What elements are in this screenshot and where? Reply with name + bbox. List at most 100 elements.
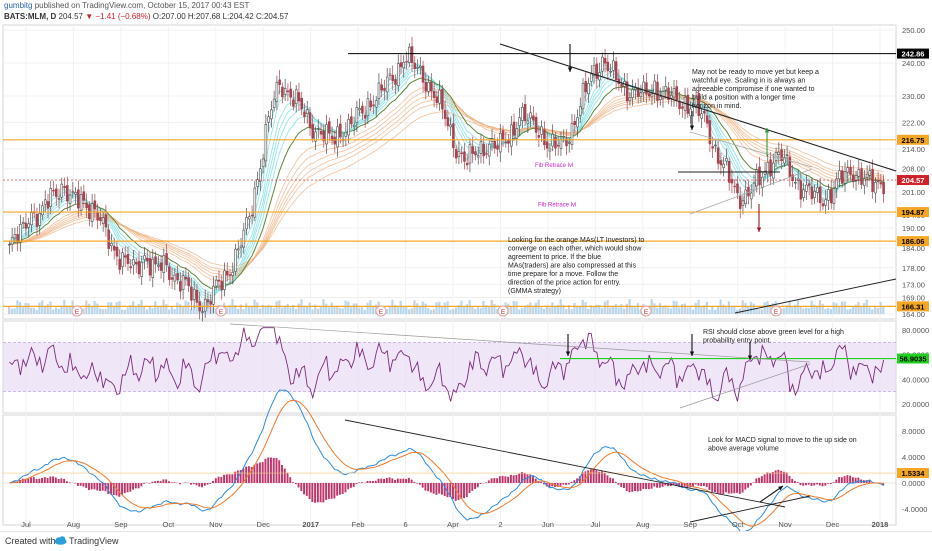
macd-histogram-bar [289,477,291,483]
macd-histogram-bar [642,483,644,489]
macd-histogram-bar [816,483,818,484]
candle-body [259,169,261,182]
candle-body [629,98,631,101]
price-label: 166.31 [902,302,925,311]
macd-histogram-bar [813,483,815,485]
volume-bar [868,307,870,314]
macd-histogram-bar [309,483,311,499]
volume-bar [47,304,49,314]
volume-bar [554,307,556,314]
candle-body [524,104,526,120]
macd-histogram-bar [322,483,324,502]
macd-histogram-bar [438,483,440,493]
candle-body [463,152,465,162]
volume-bar [871,309,873,314]
volume-bar [766,301,768,314]
volume-bar [344,300,346,314]
macd-histogram-bar [245,467,247,483]
volume-bar [606,300,608,314]
macd-histogram-bar [485,482,487,483]
volume-bar [27,303,29,314]
macd-histogram-bar [653,483,655,487]
macd-histogram-bar [405,479,407,483]
candle-body [262,159,264,167]
candle-body [295,90,297,104]
volume-bar [725,306,727,314]
macd-histogram-bar [127,483,129,492]
macd-histogram-bar [637,483,639,491]
candle-body [673,88,675,97]
candle-body [72,192,74,193]
macd-histogram-bar [488,480,490,483]
volume-bar [19,302,21,314]
candle-body [825,200,827,206]
macd-histogram-bar [400,479,402,483]
time-tick-label: 2017 [302,520,319,529]
volume-bar [706,302,708,314]
candle-body [861,169,863,185]
candle-body [494,141,496,148]
volume-bar [424,303,426,314]
macd-histogram-bar [496,478,498,483]
candle-body [375,101,377,108]
macd-histogram-bar [491,478,493,483]
volume-bar [251,307,253,314]
volume-bar [822,304,824,314]
macd-histogram-bar [620,483,622,487]
volume-bar [281,308,283,314]
macd-histogram-bar [207,483,209,485]
candle-body [364,116,366,118]
candle-body [254,188,256,217]
candle-body [546,142,548,148]
candle-body [543,130,545,145]
macd-histogram-bar [532,476,534,483]
author-link[interactable]: gumbitg [4,1,32,10]
volume-bar [449,310,451,314]
macd-histogram-bar [47,478,49,483]
volume-bar [99,308,101,314]
candle-body [866,174,868,177]
price-label: 242.86 [902,50,925,59]
candle-body [30,213,32,225]
candle-body [44,200,46,204]
candle-body [372,105,374,106]
volume-bar [49,301,51,314]
candle-body [670,95,672,98]
candle-body [422,66,424,82]
candle-body [19,224,21,242]
candle-body [66,185,68,201]
price-annotation-line: agreeable compromise if one wanted to [692,86,815,93]
candle-body [444,110,446,118]
tradingview-logo[interactable]: TradingView [54,536,119,546]
macd-histogram-bar [44,477,46,483]
price-tick-label: 190.00 [902,224,925,233]
macd-histogram-bar [595,470,597,483]
macd-tick-label: -4.0000 [902,505,927,514]
volume-bar [361,307,363,314]
chart-header: gumbitg published on TradingView.com, Oc… [0,0,932,24]
macd-histogram-bar [209,483,211,484]
macd-histogram-bar [758,478,760,483]
footer: Created with TradingView [0,531,932,551]
macd-histogram-bar [631,483,633,492]
candle-body [133,260,135,265]
candle-body [483,144,485,156]
volume-bar [675,301,677,314]
candle-body [403,62,405,68]
volume-bar [731,306,733,314]
chart-canvas[interactable]: 250.00240.00230.00222.00214.00208.00201.… [0,24,932,531]
candle-body [28,224,30,228]
candle-body [858,170,860,177]
candle-body [612,61,614,71]
volume-bar [176,302,178,314]
volume-bar [573,303,575,314]
price-tick-label: 230.00 [902,92,925,101]
macd-histogram-bar [173,482,175,483]
volume-bar [670,308,672,314]
candle-body [121,253,123,267]
macd-histogram-bar [58,479,60,483]
candle-body [472,147,474,154]
time-tick-label: Dec [257,520,271,529]
candle-body [872,169,874,191]
macd-histogram-bar [311,483,313,502]
